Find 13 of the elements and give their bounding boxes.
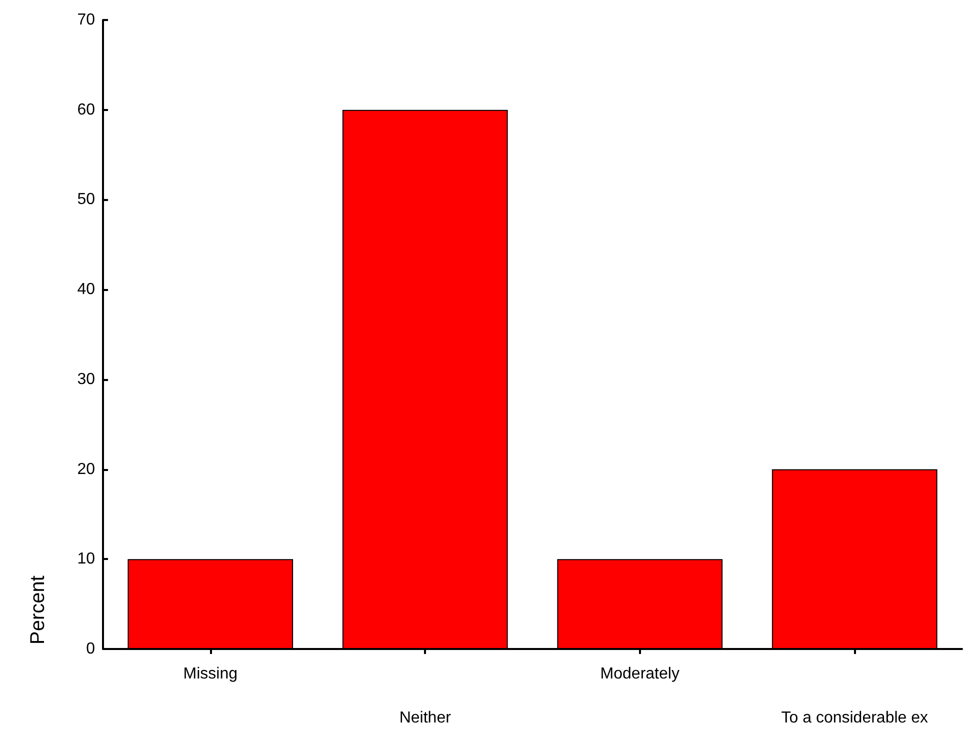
y-tick-label: 50	[77, 191, 96, 208]
y-tick-label: 30	[77, 370, 96, 388]
y-axis-title: Percent	[27, 575, 49, 644]
y-tick-label: 60	[77, 101, 96, 118]
y-tick-label: 0	[86, 640, 96, 658]
y-tick-label: 20	[77, 460, 96, 478]
y-tick-label: 40	[77, 281, 96, 298]
x-tick-label: To a considerable ex	[781, 710, 928, 726]
y-tick-label: 70	[77, 12, 96, 28]
y-tick-label: 10	[77, 550, 96, 568]
x-tick-label: Neither	[399, 710, 452, 726]
x-tick-label: Missing	[183, 666, 238, 682]
x-tick-label: Moderately	[600, 666, 680, 682]
